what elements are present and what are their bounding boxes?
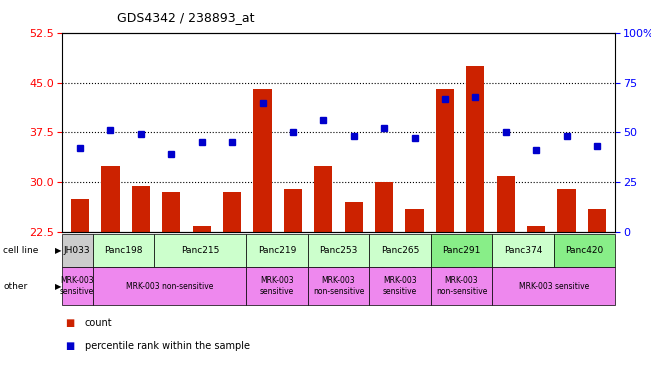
Text: Panc219: Panc219 xyxy=(258,246,296,255)
Text: MRK-003
sensitive: MRK-003 sensitive xyxy=(383,276,417,296)
Text: Panc253: Panc253 xyxy=(320,246,357,255)
Text: JH033: JH033 xyxy=(64,246,90,255)
Text: MRK-003
sensitive: MRK-003 sensitive xyxy=(60,276,94,296)
Text: GDS4342 / 238893_at: GDS4342 / 238893_at xyxy=(117,12,255,25)
Text: MRK-003
non-sensitive: MRK-003 non-sensitive xyxy=(436,276,487,296)
Bar xyxy=(193,226,211,232)
Text: percentile rank within the sample: percentile rank within the sample xyxy=(85,341,249,351)
Bar xyxy=(497,176,515,232)
Bar xyxy=(527,226,546,232)
Text: ▶: ▶ xyxy=(55,246,62,255)
Bar xyxy=(314,166,333,232)
Text: MRK-003
non-sensitive: MRK-003 non-sensitive xyxy=(313,276,364,296)
Text: cell line: cell line xyxy=(3,246,38,255)
Bar xyxy=(102,166,120,232)
Bar xyxy=(436,89,454,232)
Text: Panc420: Panc420 xyxy=(565,246,603,255)
Bar xyxy=(466,66,484,232)
Text: Panc215: Panc215 xyxy=(181,246,219,255)
Bar xyxy=(223,192,242,232)
Bar xyxy=(557,189,575,232)
Bar xyxy=(406,209,424,232)
Bar xyxy=(344,202,363,232)
Bar xyxy=(253,89,271,232)
Bar xyxy=(132,186,150,232)
Bar xyxy=(588,209,606,232)
Text: count: count xyxy=(85,318,112,328)
Bar xyxy=(162,192,180,232)
Text: MRK-003 sensitive: MRK-003 sensitive xyxy=(519,281,589,291)
Text: Panc265: Panc265 xyxy=(381,246,419,255)
Text: MRK-003
sensitive: MRK-003 sensitive xyxy=(260,276,294,296)
Bar xyxy=(71,199,89,232)
Text: Panc291: Panc291 xyxy=(442,246,480,255)
Text: other: other xyxy=(3,281,27,291)
Bar xyxy=(284,189,302,232)
Text: ■: ■ xyxy=(65,341,74,351)
Text: ▶: ▶ xyxy=(55,281,62,291)
Text: Panc198: Panc198 xyxy=(104,246,143,255)
Text: MRK-003 non-sensitive: MRK-003 non-sensitive xyxy=(126,281,213,291)
Text: ■: ■ xyxy=(65,318,74,328)
Text: Panc374: Panc374 xyxy=(504,246,542,255)
Bar xyxy=(375,182,393,232)
